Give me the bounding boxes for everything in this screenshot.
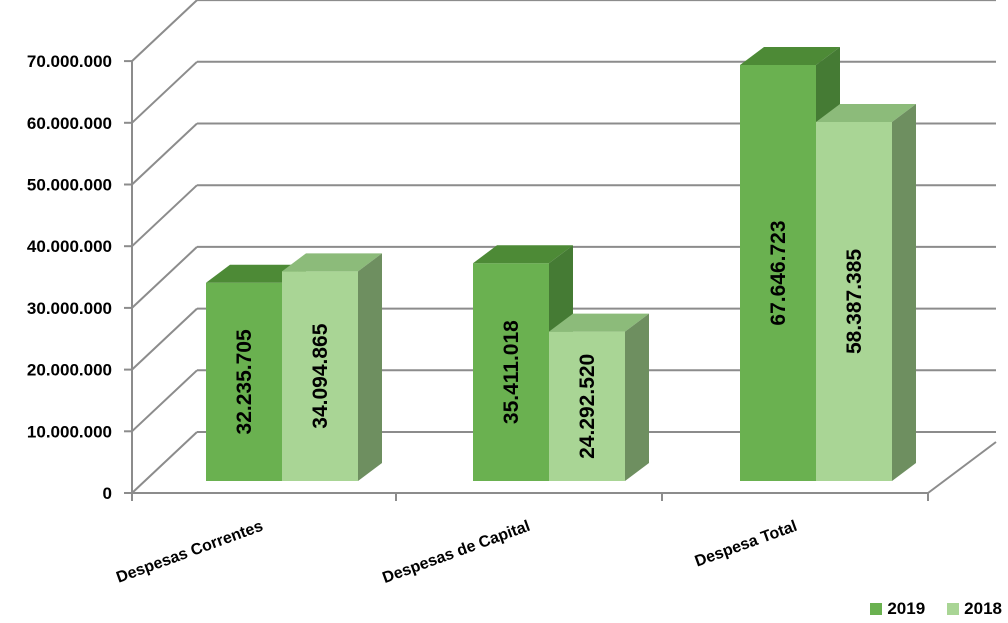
bar-2018-front — [282, 271, 358, 481]
legend-label-2018: 2018 — [964, 599, 1002, 618]
bar-2019-top — [473, 245, 573, 264]
data-label: 34.094.865 — [309, 323, 332, 428]
x-tick-label: Despesas Correntes — [114, 518, 265, 587]
gridline-diagonal — [131, 246, 198, 309]
bar-2018-front — [816, 121, 892, 481]
y-tick-label: 20.000.000 — [27, 361, 112, 380]
gridline-diagonal — [131, 0, 198, 62]
gridline-diagonal — [131, 61, 198, 124]
legend-item-2019: 2019 — [870, 599, 925, 619]
data-label: 35.411.018 — [500, 320, 523, 424]
data-label: 24.292.520 — [576, 354, 599, 459]
axis-layer — [124, 60, 997, 501]
legend-swatch-2019 — [870, 603, 883, 615]
legend-label-2019: 2019 — [887, 599, 926, 618]
bar-2018-side — [625, 313, 649, 481]
bar-2018-top — [549, 313, 649, 332]
x-tick-label: Despesas de Capital — [380, 518, 532, 587]
bar-layer — [206, 47, 916, 481]
legend-item-2018: 2018 — [947, 599, 1002, 619]
bar-2018-side — [358, 253, 382, 481]
bar-2019-top — [206, 264, 306, 283]
bar-2019-front — [206, 282, 282, 481]
gridline-diagonal — [131, 431, 198, 494]
gridline-diagonal — [131, 307, 198, 371]
bar-2019-front — [740, 65, 816, 481]
y-tick-label: 0 — [103, 484, 112, 503]
gridline-diagonal — [131, 369, 198, 433]
y-tick-label: 10.000.000 — [27, 422, 112, 441]
bar-2018-top — [282, 253, 382, 272]
bar-2018-top — [816, 103, 916, 122]
gridline-diagonal — [131, 184, 198, 247]
data-label: 58.387.385 — [843, 249, 866, 354]
bar-2019-top — [740, 47, 840, 65]
y-tick-label: 70.000.000 — [27, 52, 112, 71]
bar-2019-front — [473, 263, 549, 481]
y-tick-label: 30.000.000 — [27, 299, 112, 318]
y-tick-label: 50.000.000 — [27, 176, 112, 195]
data-label: 32.235.705 — [233, 329, 256, 434]
y-tick-label: 40.000.000 — [27, 237, 112, 256]
bar-2018-front — [549, 331, 625, 481]
bar-2018-side — [892, 103, 916, 481]
x-tick-label: Despesa Total — [693, 518, 800, 571]
legend-swatch-2018 — [947, 603, 960, 615]
gridline-diagonal — [131, 122, 198, 186]
legend: 2019 2018 — [870, 599, 1002, 619]
data-label: 67.646.723 — [767, 220, 790, 325]
y-tick-label: 60.000.000 — [27, 114, 112, 133]
floor-right-edge — [927, 441, 997, 494]
